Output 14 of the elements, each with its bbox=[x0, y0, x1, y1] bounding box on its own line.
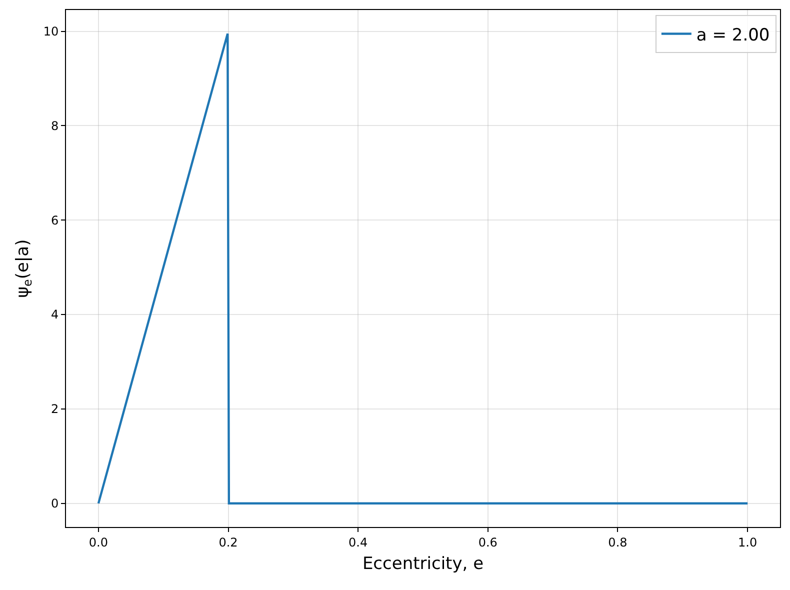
y-tick-label: 6 bbox=[50, 213, 59, 228]
y-tick-label: 2 bbox=[50, 402, 59, 416]
x-tick-label: 0.8 bbox=[608, 535, 628, 550]
x-tick-label: 0.4 bbox=[348, 535, 368, 550]
y-tick-label: 8 bbox=[50, 118, 59, 133]
y-tick-label: 4 bbox=[50, 308, 59, 322]
legend-label: a = 2.00 bbox=[696, 25, 770, 46]
x-tick-label: 0.0 bbox=[88, 535, 108, 550]
x-axis-title: Eccentricity, e bbox=[362, 554, 484, 574]
x-tick-label: 1.0 bbox=[738, 535, 758, 550]
y-tick-label: 10 bbox=[43, 24, 59, 38]
x-tick-label: 0.6 bbox=[478, 535, 498, 550]
x-tick-label: 0.2 bbox=[218, 535, 238, 550]
y-tick-label: 0 bbox=[50, 496, 59, 511]
